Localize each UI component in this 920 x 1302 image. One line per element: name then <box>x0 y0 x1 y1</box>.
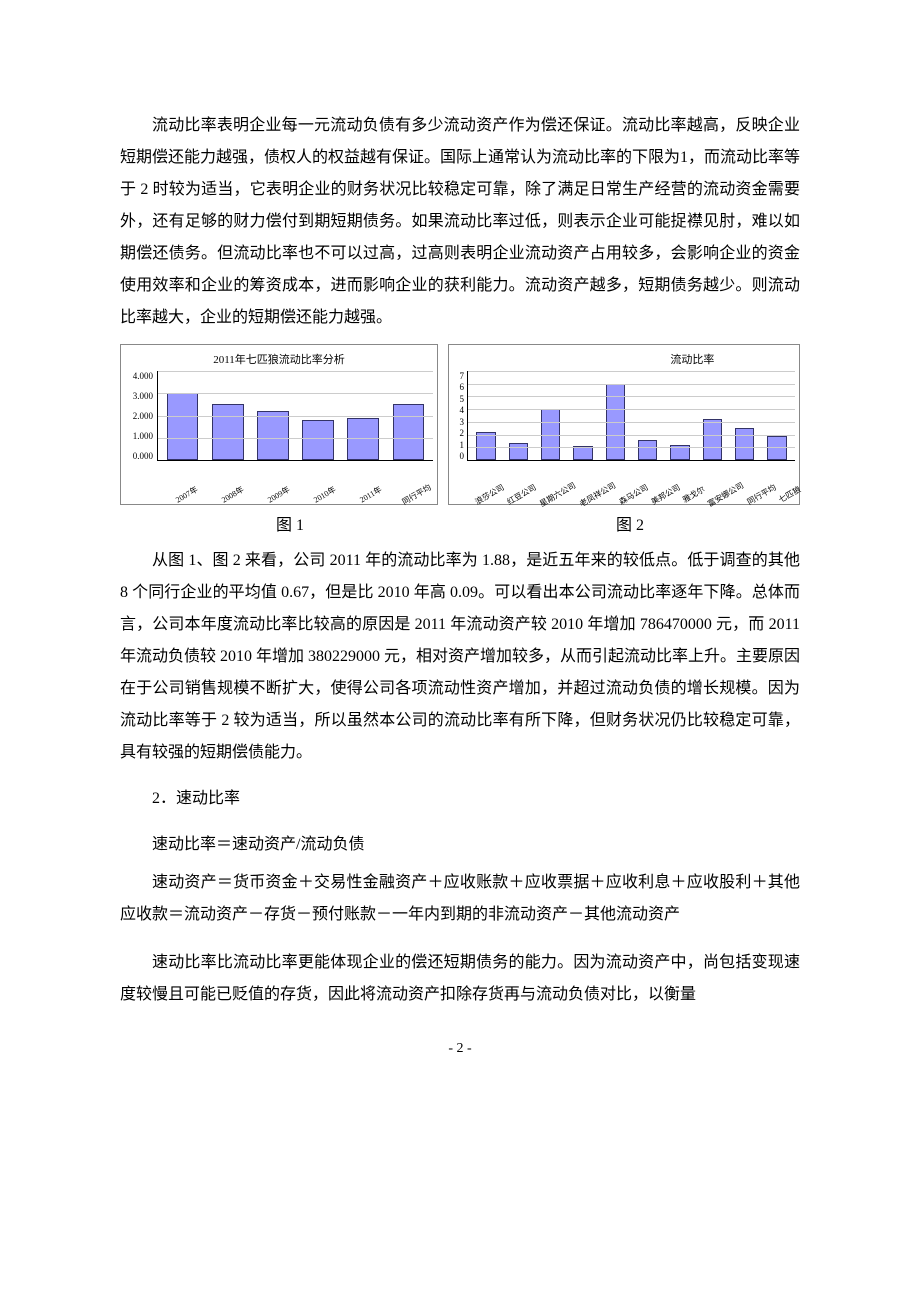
chart2-yaxis: 76 54 32 10 <box>453 371 467 461</box>
section-head-2: 2．速动比率 <box>120 783 800 815</box>
bar <box>302 420 334 460</box>
grid-line <box>468 371 795 372</box>
ytick-label: 1.000 <box>125 431 153 441</box>
grid-line <box>468 396 795 397</box>
charts-row: 2011年七匹狼流动比率分析 4.000 3.000 2.000 1.000 0.000… <box>120 344 800 505</box>
caption-row: 图 1 图 2 <box>120 511 800 535</box>
ytick-label: 5 <box>453 394 464 404</box>
grid-line <box>158 371 433 372</box>
bar <box>638 440 657 460</box>
bar <box>257 411 289 460</box>
grid-line <box>158 438 433 439</box>
ytick-label: 3 <box>453 417 464 427</box>
ytick-label: 7 <box>453 371 464 381</box>
page-number: - 2 - <box>120 1041 800 1057</box>
ytick-label: 0 <box>453 451 464 461</box>
chart2-xlabels: 浪莎公司红豆公司星期六公司老凤祥公司森马公司美邦公司雅戈尔富安娜公司同行平均七匹… <box>467 483 795 502</box>
chart1-area: 4.000 3.000 2.000 1.000 0.000 <box>125 371 433 481</box>
grid-line <box>468 384 795 385</box>
ytick-label: 0.000 <box>125 451 153 461</box>
bar <box>347 418 379 460</box>
chart1-box: 2011年七匹狼流动比率分析 4.000 3.000 2.000 1.000 0.000… <box>120 344 438 505</box>
bar <box>703 419 722 460</box>
chart2-box: 流动比率 76 54 32 10 浪莎公司红豆公司星期六公司老凤祥公司森马公司美邦公司… <box>448 344 800 505</box>
ytick-label: 6 <box>453 382 464 392</box>
chart2-title: 流动比率 <box>590 351 795 367</box>
bar <box>476 432 495 460</box>
bar <box>212 404 244 460</box>
grid-line <box>468 447 795 448</box>
caption-fig1: 图 1 <box>120 511 460 535</box>
formula-quick-assets: 速动资产＝货币资金＋交易性金融资产＋应收账款＋应收票据＋应收利息＋应收股利＋其他… <box>120 867 800 931</box>
ytick-label: 2 <box>453 428 464 438</box>
bar <box>393 404 425 460</box>
xtick-label: 七匹狼 <box>773 477 803 505</box>
chart2-plot <box>467 371 795 461</box>
bar <box>509 443 528 460</box>
paragraph-quick-ratio-desc: 速动比率比流动比率更能体现企业的偿还短期债务的能力。因为流动资产中，尚包括变现速… <box>120 947 800 1011</box>
ytick-label: 1 <box>453 440 464 450</box>
ytick-label: 2.000 <box>125 411 153 421</box>
ytick-label: 4.000 <box>125 371 153 381</box>
bar <box>167 393 199 460</box>
caption-fig2: 图 2 <box>460 511 800 535</box>
chart1-title: 2011年七匹狼流动比率分析 <box>125 351 433 367</box>
ytick-label: 4 <box>453 405 464 415</box>
grid-line <box>468 435 795 436</box>
paragraph-intro: 流动比率表明企业每一元流动负债有多少流动资产作为偿还保证。流动比率越高，反映企业… <box>120 110 800 334</box>
chart1-plot <box>157 371 433 461</box>
chart1-yaxis: 4.000 3.000 2.000 1.000 0.000 <box>125 371 157 461</box>
formula-quick-ratio: 速动比率＝速动资产/流动负债 <box>120 829 800 861</box>
bar <box>735 428 754 460</box>
grid-line <box>468 422 795 423</box>
grid-line <box>468 409 795 410</box>
chart2-area: 76 54 32 10 <box>453 371 795 481</box>
ytick-label: 3.000 <box>125 391 153 401</box>
paragraph-analysis: 从图 1、图 2 来看，公司 2011 年的流动比率为 1.88，是近五年来的较… <box>120 545 800 769</box>
grid-line <box>158 393 433 394</box>
grid-line <box>158 416 433 417</box>
chart1-xlabels: 2007年2008年2009年2010年2011年同行平均 <box>157 483 433 502</box>
